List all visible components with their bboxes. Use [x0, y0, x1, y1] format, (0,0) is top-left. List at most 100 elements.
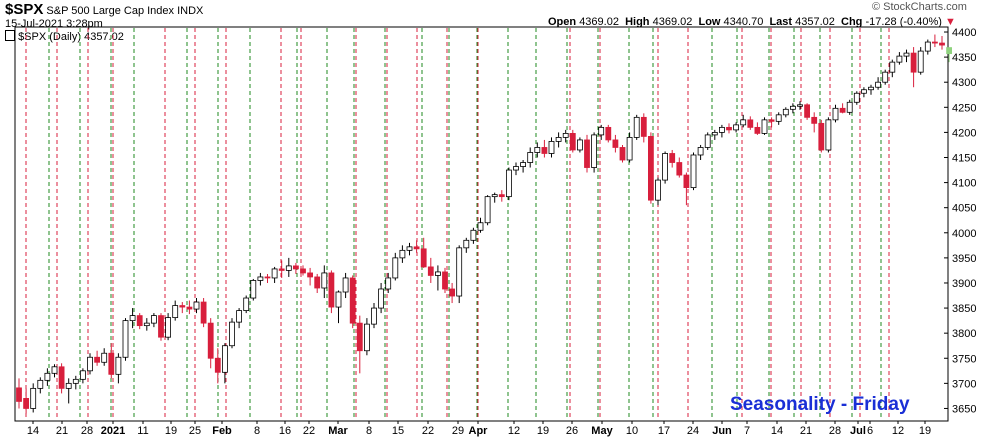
y-tick-label: 4150 — [952, 152, 976, 164]
candle-body — [23, 398, 30, 409]
candle-body — [740, 119, 747, 126]
x-tick-label: Jun — [712, 425, 732, 437]
candle-body — [832, 107, 839, 121]
y-tick-label: 4300 — [952, 77, 976, 89]
candle-body — [534, 147, 541, 153]
y-tick-label: 4400 — [952, 27, 976, 39]
candle-body — [619, 147, 626, 161]
candle — [541, 139, 548, 158]
candle-body — [910, 52, 917, 73]
candle-body — [782, 108, 789, 116]
candle-body — [662, 153, 668, 181]
candle-body — [420, 248, 427, 268]
candle-body — [399, 249, 406, 259]
candle — [37, 377, 44, 394]
candle-body — [463, 239, 470, 249]
candle — [697, 144, 704, 161]
candle-body — [349, 277, 356, 324]
candle — [264, 273, 271, 283]
candle — [23, 388, 30, 414]
candle-body — [896, 55, 903, 63]
candle — [861, 87, 867, 98]
candle-body — [285, 265, 292, 271]
y-tick-label: 4350 — [952, 52, 976, 64]
candle — [413, 240, 420, 253]
candle-body — [143, 322, 150, 327]
candle — [427, 257, 434, 283]
candle — [378, 282, 385, 314]
candle-body — [449, 288, 456, 297]
x-tick-label: 22 — [303, 425, 315, 437]
candle-body — [946, 47, 952, 55]
plot-area — [14, 26, 949, 422]
candle — [349, 275, 356, 329]
candle-body — [150, 315, 157, 324]
x-tick-label: 15 — [392, 425, 404, 437]
candle-body — [470, 229, 477, 241]
candle — [434, 265, 441, 291]
candle — [221, 343, 228, 384]
candle — [80, 368, 86, 384]
x-tick-label: 6 — [867, 425, 873, 437]
x-tick-label: 28 — [81, 425, 93, 437]
candle-body — [378, 288, 385, 309]
candle-body — [598, 126, 605, 136]
candle-body — [186, 306, 193, 310]
candle-body — [356, 322, 363, 352]
candle — [946, 47, 952, 63]
candle — [463, 237, 470, 253]
symbol: $SPX — [5, 1, 44, 18]
candle — [278, 260, 285, 278]
candle — [442, 267, 448, 294]
candle — [924, 39, 931, 55]
x-tick-label: Apr — [469, 425, 489, 437]
candle — [704, 132, 711, 150]
candle-body — [250, 280, 257, 299]
candle — [818, 119, 825, 153]
ohlc-readout: Open 4369.02 High 4369.02 Low 4340.70 La… — [548, 16, 956, 28]
x-tick-label: 29 — [452, 425, 464, 437]
index-name: S&P 500 Large Cap Index — [46, 5, 175, 17]
candle — [356, 315, 363, 374]
change-value: -17.28 (-0.40%) — [865, 16, 942, 28]
legend-text: $SPX (Daily) 4357.02 — [18, 31, 124, 43]
x-tick-label: 21 — [56, 425, 68, 437]
candle-body — [491, 194, 498, 198]
high-value: 4369.02 — [652, 16, 693, 28]
candle — [577, 137, 583, 153]
candle-body — [818, 122, 825, 151]
candle — [711, 129, 718, 140]
candle — [719, 124, 725, 138]
candle-body — [733, 124, 739, 131]
candle-body — [406, 246, 413, 251]
candle-body — [16, 387, 22, 402]
candle-body — [577, 139, 583, 151]
candle — [321, 265, 328, 299]
candle — [498, 190, 505, 202]
candle-body — [697, 147, 704, 156]
candle-body — [790, 105, 796, 110]
candle-body — [605, 126, 612, 141]
candle — [172, 300, 179, 321]
candle — [108, 343, 115, 379]
candle-body — [72, 378, 79, 384]
candle-body — [214, 357, 221, 373]
x-tick-label: 11 — [137, 425, 148, 437]
candle — [505, 167, 512, 201]
candle — [342, 272, 349, 299]
candle-body — [719, 126, 725, 133]
candle-body — [939, 42, 945, 46]
candle-body — [236, 310, 243, 323]
candle — [733, 122, 739, 133]
x-tick-label: 19 — [165, 425, 177, 437]
low-value: 4340.70 — [723, 16, 764, 28]
candle-body — [648, 136, 654, 201]
candle-body — [924, 41, 931, 52]
candle — [598, 124, 605, 140]
candle-body — [768, 119, 775, 122]
candle-body — [300, 268, 306, 274]
candle — [562, 129, 569, 143]
candle — [910, 47, 917, 88]
candle-body — [548, 141, 555, 154]
x-tick-label: 14 — [27, 425, 39, 437]
